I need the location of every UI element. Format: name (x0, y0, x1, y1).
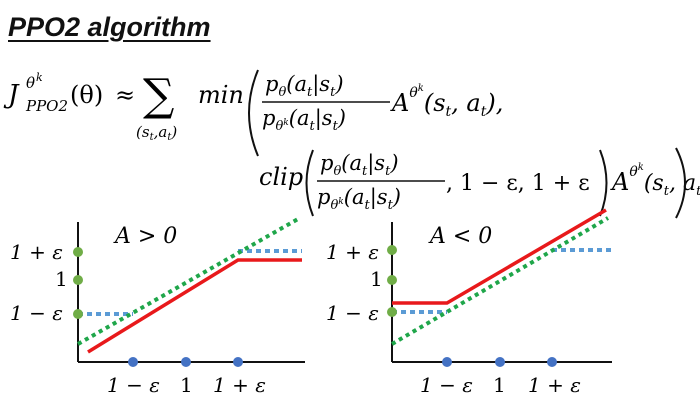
y-tick-dot (387, 245, 397, 255)
x-tick-dot (495, 357, 505, 367)
formula-clip-numerator: pθ(at|st) (320, 151, 399, 179)
formula-line-2: clip pθ(at|st) pθk(at|st) , 1 − ε, 1 + ε… (259, 147, 700, 219)
formula-J-sub: PPO2 (25, 97, 68, 115)
x-tick-label: 1 (493, 373, 506, 397)
y-tick-label: 1 − ε (10, 301, 63, 325)
formula-J-arg: (θ) (70, 81, 103, 109)
formula-advantage-2: Aθk(st, at) (610, 162, 700, 199)
y-tick-label: 1 (55, 267, 68, 291)
unclipped-ratio-line (390, 216, 610, 346)
formula-min: min (198, 81, 244, 109)
x-tick-label: 1 + ε (528, 373, 581, 397)
x-tick-label: 1 + ε (213, 373, 266, 397)
y-tick-dot (387, 275, 397, 285)
plot-condition-label: A > 0 (113, 224, 177, 249)
y-tick-dot (73, 309, 83, 319)
formula-clip-bounds: , 1 − ε, 1 + ε (446, 171, 590, 196)
formula-J: J (3, 80, 20, 110)
formula-sum-sub: (st,at) (136, 123, 177, 143)
formula-clip: clip (259, 163, 303, 191)
formula-approx: ≈ (115, 81, 135, 109)
formula-clip-paren-left (305, 149, 314, 217)
y-tick-label: 1 (370, 267, 383, 291)
formula-line-1: J θ k PPO2 (θ) ≈ ∑ (st,at) min pθ(at|st)… (3, 69, 503, 157)
unclipped-ratio-line (77, 217, 299, 346)
formula-J-sup: θ (26, 74, 35, 92)
x-tick-dot (128, 357, 138, 367)
page-title: PPO2 algorithm (8, 12, 211, 42)
formula-clip-denominator: pθk(at|st) (317, 185, 401, 213)
clipped-objective-line (392, 208, 607, 305)
x-tick-label: 1 − ε (107, 373, 160, 397)
y-tick-dot (73, 275, 83, 285)
formula-ratio-denominator: pθk(at|st) (262, 106, 346, 134)
formula-sum: ∑ (143, 70, 174, 121)
clipped-objective-line (87, 258, 302, 354)
plot-a-positive: A > 0 1 + ε 1 1 − ε 1 − ε 1 1 + ε (10, 217, 305, 397)
formula-advantage-1: Aθk(st, at), (390, 83, 503, 120)
formula-big-paren-left (248, 69, 259, 157)
x-tick-label: 1 − ε (420, 373, 473, 397)
plot-a-negative: A < 0 1 + ε 1 1 − ε 1 − ε 1 1 + ε (326, 208, 612, 397)
formula-clip-paren-right (599, 149, 608, 217)
x-tick-dot (181, 357, 191, 367)
formula-ratio-numerator: pθ(at|st) (265, 72, 344, 100)
x-tick-dot (442, 357, 452, 367)
y-tick-dot (73, 247, 83, 257)
y-tick-label: 1 + ε (10, 240, 63, 264)
y-tick-dot (387, 307, 397, 317)
plot-condition-label: A < 0 (428, 224, 492, 249)
formula-J-sup-k: k (36, 71, 43, 84)
x-tick-dot (547, 357, 557, 367)
y-tick-label: 1 + ε (326, 240, 379, 264)
formula-big-paren-right (675, 147, 686, 219)
y-tick-label: 1 − ε (326, 301, 379, 325)
x-tick-dot (233, 357, 243, 367)
x-tick-label: 1 (180, 373, 193, 397)
